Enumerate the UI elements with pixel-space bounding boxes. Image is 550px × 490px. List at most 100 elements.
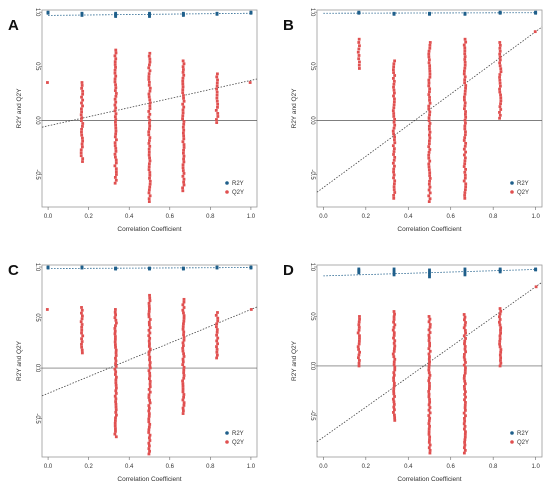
q2-point: [357, 37, 361, 41]
q2-point: [113, 97, 117, 101]
q2-point: [428, 70, 432, 73]
q2-point: [427, 357, 431, 361]
q2-point: [46, 81, 49, 84]
q2-point: [357, 348, 360, 351]
q2-point: [182, 365, 186, 369]
q2-point: [499, 70, 503, 74]
q2-point: [148, 401, 152, 405]
q2-point: [464, 130, 467, 134]
q2-point: [182, 336, 186, 339]
q2-point: [181, 174, 185, 178]
q2-point: [463, 162, 467, 166]
q2-point: [182, 374, 186, 377]
q2-point: [392, 147, 396, 151]
q2-point: [464, 182, 468, 186]
q2-point: [147, 315, 151, 319]
q2-point: [464, 141, 468, 145]
q2-point: [428, 177, 432, 180]
q2-point: [114, 402, 118, 406]
q2-point: [358, 44, 361, 48]
q2-point: [393, 191, 397, 194]
q2-point: [148, 382, 152, 386]
q2-point: [147, 350, 151, 354]
y-tick-label: 1.0: [34, 263, 40, 272]
q2-point: [463, 371, 467, 375]
q2-point: [357, 47, 361, 51]
q2-point: [147, 353, 151, 356]
q2-point: [148, 144, 152, 148]
q2-point: [427, 49, 431, 53]
q2-point: [498, 55, 502, 59]
q2-point: [392, 77, 395, 80]
q2-point: [358, 334, 361, 338]
q2-point: [80, 331, 83, 335]
q2-point: [498, 41, 502, 44]
q2-point: [80, 348, 84, 352]
q2-point: [357, 323, 361, 327]
r2-point: [463, 11, 467, 15]
q2-point: [463, 104, 467, 108]
q2-point: [392, 334, 396, 337]
q2-point: [463, 107, 466, 111]
r2-point: [534, 267, 538, 271]
legend-r2-label: R2Y: [232, 431, 244, 437]
q2-point: [498, 307, 502, 310]
q2-point: [498, 49, 502, 53]
q2-point: [428, 75, 432, 79]
y-tick-label: 0.0: [309, 362, 315, 371]
q2-point: [427, 427, 431, 431]
q2-point: [427, 432, 431, 436]
q2-point: [114, 48, 118, 52]
q2-point: [427, 93, 431, 96]
q2-point: [428, 373, 432, 377]
q2-point: [215, 348, 219, 351]
q2-point: [392, 79, 396, 83]
q2-point: [392, 360, 396, 364]
q2-point: [114, 94, 118, 98]
q2-point: [392, 355, 396, 359]
q2-point: [182, 376, 186, 380]
q2-point: [113, 343, 117, 347]
q2-point: [463, 417, 466, 420]
panel-label: B: [283, 17, 294, 34]
q2-point: [113, 54, 117, 58]
q2-point: [464, 185, 468, 189]
q2-point: [498, 58, 502, 62]
q2-point: [357, 339, 361, 343]
q2-point: [114, 354, 118, 357]
x-tick-label: 0.0: [44, 214, 53, 220]
q2-point: [427, 392, 431, 396]
q2-point: [392, 387, 396, 390]
q2-point: [499, 359, 502, 362]
q2-point: [463, 60, 467, 64]
q2-point: [148, 363, 152, 367]
x-tick-label: 0.4: [404, 214, 413, 220]
q2-point: [463, 176, 467, 180]
q2-point: [147, 72, 151, 76]
q2-point: [393, 138, 396, 142]
q2-point: [181, 166, 185, 170]
r2-point: [534, 10, 538, 14]
q2-point: [427, 182, 431, 186]
q2-point: [392, 112, 396, 115]
q2-point: [392, 170, 395, 174]
x-axis-label: Correlation Coefficient: [397, 226, 461, 233]
q2-point: [463, 52, 467, 56]
q2-point: [147, 425, 151, 429]
q2-point: [498, 312, 502, 316]
q2-point: [215, 345, 218, 348]
q2-point: [147, 66, 151, 70]
q2-point: [464, 168, 467, 171]
q2-point: [148, 179, 152, 183]
q2-point: [427, 61, 431, 65]
q2-point: [464, 87, 467, 90]
q2-point: [182, 134, 186, 138]
q2-point: [215, 99, 219, 103]
q2-point: [182, 371, 186, 375]
q2-point: [463, 379, 467, 383]
q2-point: [114, 132, 118, 136]
q2-point: [427, 440, 431, 444]
r2-point: [215, 265, 219, 269]
q2-point: [215, 96, 219, 100]
q2-point: [113, 71, 117, 75]
